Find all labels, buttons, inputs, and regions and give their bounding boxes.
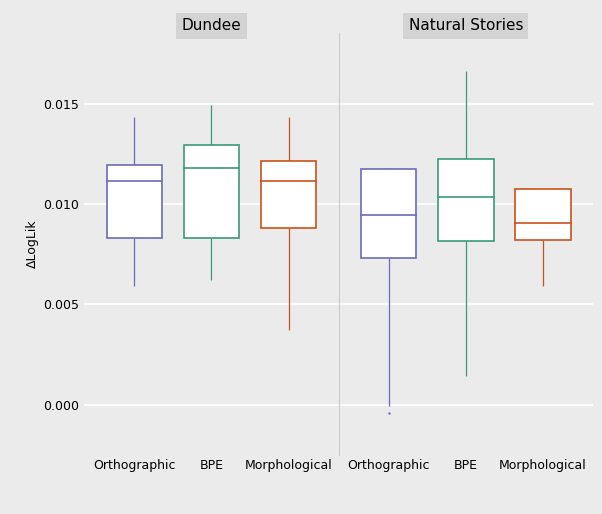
Bar	[438, 159, 494, 241]
Bar	[515, 189, 571, 240]
Bar	[107, 165, 162, 238]
Bar	[361, 169, 417, 258]
Title: Natural Stories: Natural Stories	[409, 19, 523, 33]
Y-axis label: ΔLogLik: ΔLogLik	[26, 220, 39, 268]
Title: Dundee: Dundee	[182, 19, 241, 33]
Bar	[184, 145, 239, 238]
Bar	[261, 161, 316, 228]
